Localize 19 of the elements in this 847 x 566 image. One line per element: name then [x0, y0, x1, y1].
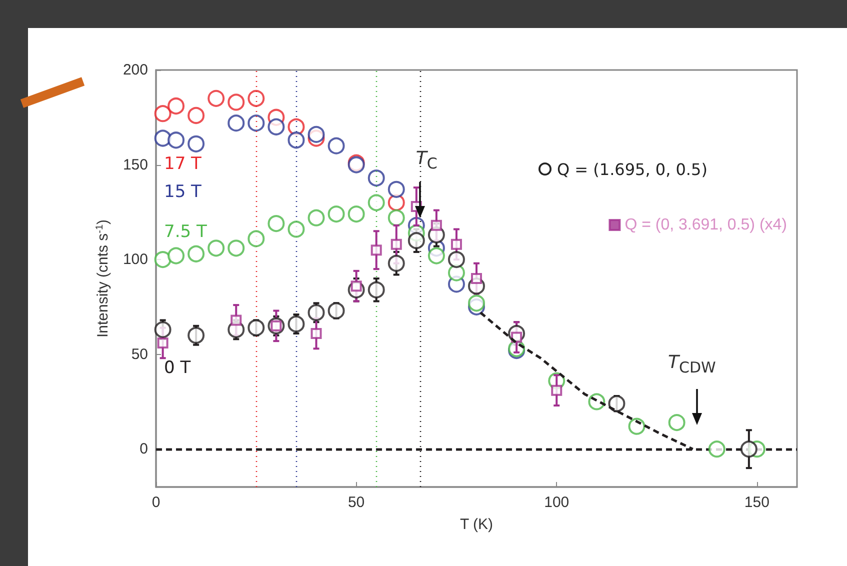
- y-tick-label: 50: [131, 346, 148, 363]
- annotation: Q = (1.695, 0, 0.5): [557, 160, 708, 179]
- x-tick-label: 150: [744, 494, 770, 511]
- x-tick-label: 100: [544, 494, 570, 511]
- x-tick-label: 0: [152, 494, 160, 511]
- series-label: 7.5 T: [164, 222, 207, 242]
- series-label: 17 T: [164, 154, 202, 174]
- y-tick-label: 0: [140, 440, 148, 458]
- annotation: T$_{C}$: [416, 148, 438, 172]
- legend-label: Q = (0, 3.691, 0.5) (x4): [624, 216, 787, 234]
- x-tick-label: 50: [348, 494, 365, 511]
- y-axis-title: Intensity (cnts s-1): [94, 219, 112, 338]
- y-tick-label: 200: [122, 62, 148, 78]
- y-tick-label: 100: [122, 251, 148, 268]
- y-tick-label: 150: [122, 156, 148, 174]
- x-axis-title: T (K): [460, 516, 494, 533]
- annotation: T$_{CDW}$: [668, 352, 716, 377]
- series-label: 15 T: [164, 182, 202, 202]
- series-label: 0 T: [164, 358, 191, 378]
